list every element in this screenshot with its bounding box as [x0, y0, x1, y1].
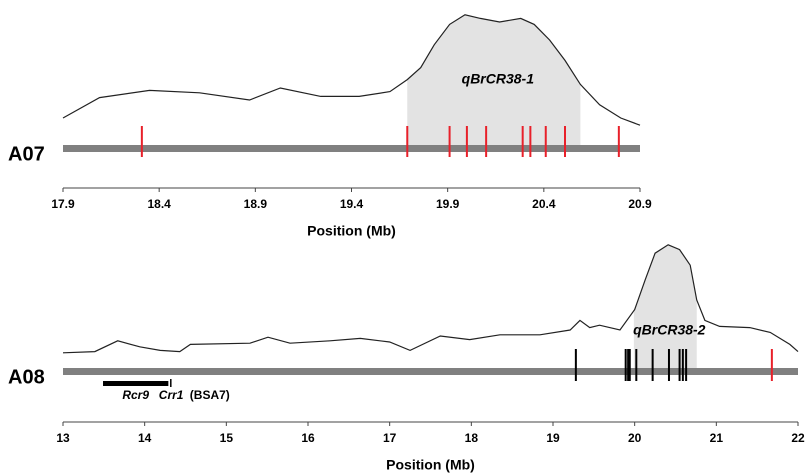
gene-label: Rcr9	[122, 388, 149, 402]
x-tick-label: 19.4	[340, 197, 364, 211]
lod-curve	[62, 14, 641, 126]
x-tick-label: 20	[628, 431, 642, 445]
x-tick-label: 19	[546, 431, 560, 445]
chromosome-bar	[63, 368, 798, 375]
x-tick-label: 17	[383, 431, 397, 445]
qtl-region	[633, 244, 697, 371]
x-tick-label: 22	[791, 431, 805, 445]
x-tick-label: 17.9	[51, 197, 75, 211]
x-tick-label: 19.9	[436, 197, 460, 211]
x-tick-label: 16	[301, 431, 315, 445]
x-axis-title: Position (Mb)	[386, 457, 475, 473]
x-tick-label: 20.4	[532, 197, 556, 211]
x-tick-label: 18	[465, 431, 479, 445]
lod-curve	[62, 244, 799, 354]
qtl-label: qBrCR38-1	[462, 71, 535, 87]
x-axis-title: Position (Mb)	[307, 223, 396, 239]
x-tick-label: 20.9	[628, 197, 652, 211]
chromosome-bar	[63, 145, 640, 152]
chromosome-label: A07	[8, 143, 45, 165]
x-tick-label: 13	[56, 431, 70, 445]
gene-note: (BSA7)	[190, 388, 230, 402]
qtl-label: qBrCR38-2	[633, 322, 706, 338]
x-tick-label: 21	[710, 431, 724, 445]
chromosome-label: A08	[8, 366, 45, 388]
x-tick-label: 18.4	[147, 197, 171, 211]
x-tick-label: 14	[138, 431, 152, 445]
gene-bar	[103, 381, 169, 386]
x-tick-label: 18.9	[244, 197, 268, 211]
x-tick-label: 15	[220, 431, 234, 445]
qtl-region	[407, 14, 581, 148]
gene-label: Crr1	[159, 388, 184, 402]
